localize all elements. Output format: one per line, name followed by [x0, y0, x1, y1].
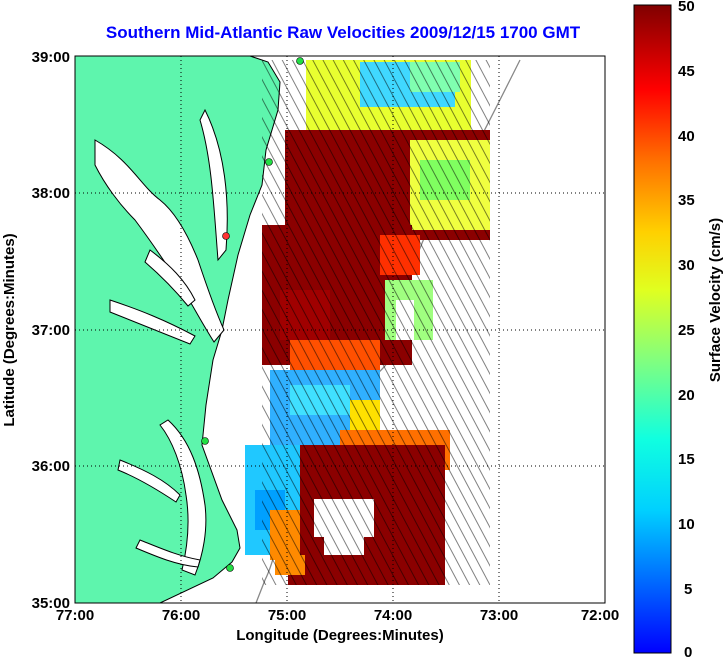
y-tick-label: 37:00: [32, 322, 70, 339]
map-plot-area: [74, 55, 606, 604]
x-tick-label: 76:00: [162, 607, 200, 624]
x-tick-label: 77:00: [56, 607, 94, 624]
colorbar: 50 45 40 35 30 25 20 15 10 5 0 Surface V…: [633, 0, 724, 659]
station-markers: [201, 57, 304, 572]
velocity-field: [245, 60, 490, 585]
bays-and-sounds: [94, 108, 228, 576]
colorbar-tick-label: 20: [678, 387, 695, 404]
x-tick-label: 73:00: [480, 607, 518, 624]
colorbar-tick-label: 35: [678, 192, 695, 209]
colorbar-tick-labels: 50 45 40 35 30 25 20 15 10 5 0: [678, 0, 695, 659]
y-tick-label: 39:00: [32, 49, 70, 66]
y-axis-label: Latitude (Degrees:Minutes): [1, 233, 18, 426]
x-tick-label: 72:00: [581, 607, 619, 624]
grid-lines: [75, 56, 605, 603]
colorbar-scale: [633, 4, 672, 654]
colorbar-tick-label: 45: [678, 63, 695, 80]
colorbar-tick-label: 10: [678, 516, 695, 533]
colorbar-tick-label: 25: [678, 322, 695, 339]
colorbar-tick-label: 30: [678, 257, 695, 274]
y-tick-labels: 39:00 38:00 37:00 36:00 35:00: [32, 49, 70, 612]
y-tick-label: 35:00: [32, 595, 70, 612]
map-title: Southern Mid-Atlantic Raw Velocities 200…: [106, 23, 581, 42]
colorbar-label: Surface Velocity (cm/s): [707, 218, 724, 382]
colorbar-tick-label: 5: [684, 581, 692, 598]
y-tick-label: 36:00: [32, 458, 70, 475]
y-tick-label: 38:00: [32, 185, 70, 202]
x-axis-label: Longitude (Degrees:Minutes): [236, 627, 444, 644]
x-tick-label: 75:00: [268, 607, 306, 624]
colorbar-tick-label: 0: [684, 644, 692, 659]
colorbar-tick-label: 40: [678, 128, 695, 145]
x-tick-labels: 77:00 76:00 75:00 74:00 73:00 72:00: [56, 607, 619, 624]
colorbar-tick-label: 50: [678, 0, 695, 15]
x-tick-label: 74:00: [374, 607, 412, 624]
colorbar-tick-label: 15: [678, 451, 695, 468]
